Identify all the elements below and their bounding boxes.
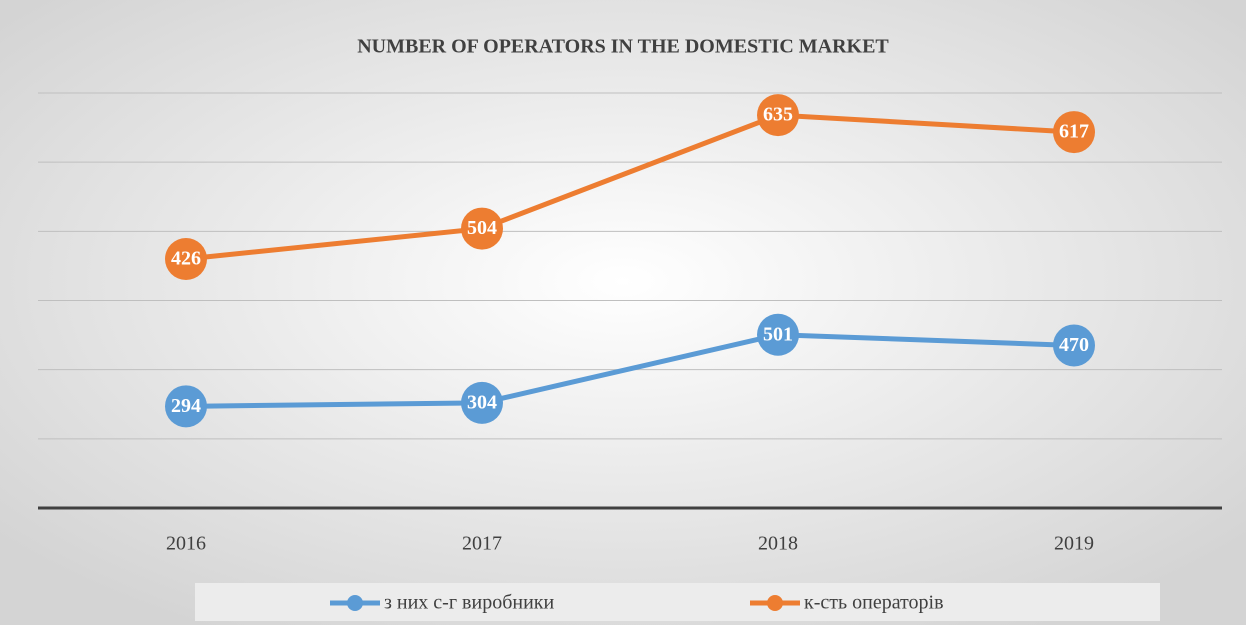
x-tick-label: 2019	[1054, 533, 1094, 555]
marker	[461, 207, 503, 250]
marker	[1053, 324, 1095, 367]
marker	[165, 385, 207, 428]
marker	[461, 381, 503, 424]
chart-title: NUMBER OF OPERATORS IN THE DOMESTIC MARK…	[357, 36, 889, 58]
series-line	[183, 332, 1077, 409]
marker	[757, 94, 799, 137]
marker	[1053, 111, 1095, 154]
data-label: 470	[1059, 334, 1089, 356]
x-tick-label: 2017	[462, 533, 502, 555]
data-label: 504	[467, 217, 497, 239]
legend-marker	[767, 595, 783, 611]
legend-label: к-сть операторів	[804, 592, 944, 614]
legend-marker	[347, 595, 363, 611]
data-label: 617	[1059, 121, 1089, 143]
data-label: 294	[171, 395, 201, 417]
x-tick-label: 2018	[758, 533, 798, 555]
data-label: 304	[467, 391, 497, 413]
series-line	[183, 112, 1077, 262]
data-label: 635	[763, 104, 793, 126]
legend-label: з них с-г виробники	[384, 592, 554, 614]
marker	[165, 238, 207, 280]
marker	[757, 313, 799, 356]
x-tick-label: 2016	[166, 533, 206, 555]
data-label: 426	[171, 248, 201, 270]
data-label: 501	[763, 323, 793, 345]
